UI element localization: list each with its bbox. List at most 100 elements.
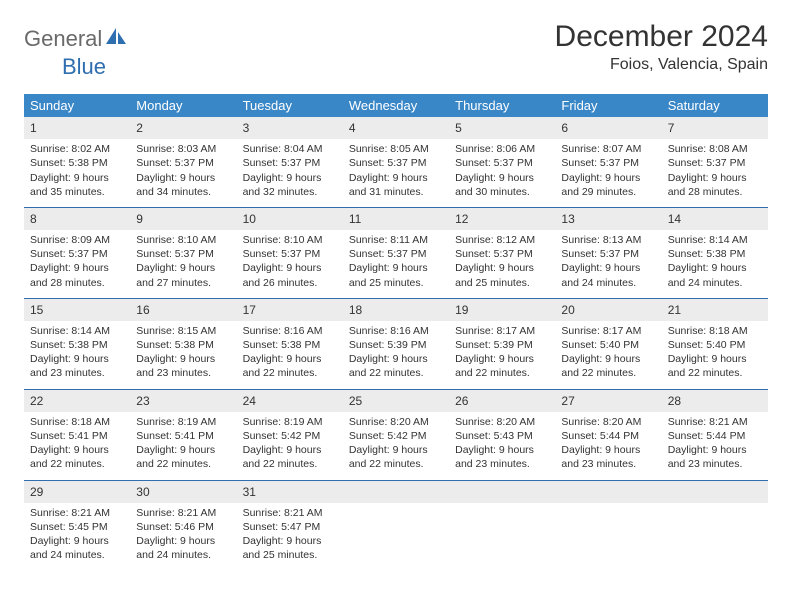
calendar-cell xyxy=(449,480,555,570)
day-number: 15 xyxy=(24,299,130,321)
day-content: Sunrise: 8:16 AMSunset: 5:38 PMDaylight:… xyxy=(237,321,343,389)
day-number: 23 xyxy=(130,390,236,412)
calendar-cell: 14Sunrise: 8:14 AMSunset: 5:38 PMDayligh… xyxy=(662,207,768,298)
calendar-cell: 9Sunrise: 8:10 AMSunset: 5:37 PMDaylight… xyxy=(130,207,236,298)
day-number: 25 xyxy=(343,390,449,412)
calendar-cell: 8Sunrise: 8:09 AMSunset: 5:37 PMDaylight… xyxy=(24,207,130,298)
day-number: 16 xyxy=(130,299,236,321)
day-number: 27 xyxy=(555,390,661,412)
day-number: 20 xyxy=(555,299,661,321)
day-number: 9 xyxy=(130,208,236,230)
calendar-table: Sunday Monday Tuesday Wednesday Thursday… xyxy=(24,94,768,570)
calendar-cell: 7Sunrise: 8:08 AMSunset: 5:37 PMDaylight… xyxy=(662,117,768,207)
day-number: 5 xyxy=(449,117,555,139)
day-content: Sunrise: 8:14 AMSunset: 5:38 PMDaylight:… xyxy=(24,321,130,389)
day-content: Sunrise: 8:19 AMSunset: 5:42 PMDaylight:… xyxy=(237,412,343,480)
day-content: Sunrise: 8:07 AMSunset: 5:37 PMDaylight:… xyxy=(555,139,661,207)
calendar-cell: 30Sunrise: 8:21 AMSunset: 5:46 PMDayligh… xyxy=(130,480,236,570)
calendar-cell: 15Sunrise: 8:14 AMSunset: 5:38 PMDayligh… xyxy=(24,298,130,389)
day-number: 2 xyxy=(130,117,236,139)
calendar-week-row: 1Sunrise: 8:02 AMSunset: 5:38 PMDaylight… xyxy=(24,117,768,207)
calendar-cell: 24Sunrise: 8:19 AMSunset: 5:42 PMDayligh… xyxy=(237,389,343,480)
day-number: 29 xyxy=(24,481,130,503)
calendar-week-row: 29Sunrise: 8:21 AMSunset: 5:45 PMDayligh… xyxy=(24,480,768,570)
day-content: Sunrise: 8:02 AMSunset: 5:38 PMDaylight:… xyxy=(24,139,130,207)
day-content: Sunrise: 8:10 AMSunset: 5:37 PMDaylight:… xyxy=(237,230,343,298)
day-content: Sunrise: 8:16 AMSunset: 5:39 PMDaylight:… xyxy=(343,321,449,389)
logo: General xyxy=(24,26,130,52)
calendar-cell: 25Sunrise: 8:20 AMSunset: 5:42 PMDayligh… xyxy=(343,389,449,480)
logo-text-blue: Blue xyxy=(62,54,106,79)
day-number: 3 xyxy=(237,117,343,139)
day-content: Sunrise: 8:18 AMSunset: 5:40 PMDaylight:… xyxy=(662,321,768,389)
calendar-cell: 27Sunrise: 8:20 AMSunset: 5:44 PMDayligh… xyxy=(555,389,661,480)
day-content: Sunrise: 8:10 AMSunset: 5:37 PMDaylight:… xyxy=(130,230,236,298)
day-content: Sunrise: 8:13 AMSunset: 5:37 PMDaylight:… xyxy=(555,230,661,298)
day-content: Sunrise: 8:21 AMSunset: 5:44 PMDaylight:… xyxy=(662,412,768,480)
calendar-cell: 12Sunrise: 8:12 AMSunset: 5:37 PMDayligh… xyxy=(449,207,555,298)
calendar-week-row: 22Sunrise: 8:18 AMSunset: 5:41 PMDayligh… xyxy=(24,389,768,480)
weekday-header: Sunday xyxy=(24,94,130,117)
day-content: Sunrise: 8:06 AMSunset: 5:37 PMDaylight:… xyxy=(449,139,555,207)
calendar-cell: 3Sunrise: 8:04 AMSunset: 5:37 PMDaylight… xyxy=(237,117,343,207)
day-content: Sunrise: 8:14 AMSunset: 5:38 PMDaylight:… xyxy=(662,230,768,298)
day-content: Sunrise: 8:03 AMSunset: 5:37 PMDaylight:… xyxy=(130,139,236,207)
day-content: Sunrise: 8:20 AMSunset: 5:44 PMDaylight:… xyxy=(555,412,661,480)
calendar-cell xyxy=(555,480,661,570)
day-number: 24 xyxy=(237,390,343,412)
calendar-cell: 10Sunrise: 8:10 AMSunset: 5:37 PMDayligh… xyxy=(237,207,343,298)
day-number: 30 xyxy=(130,481,236,503)
day-content: Sunrise: 8:20 AMSunset: 5:42 PMDaylight:… xyxy=(343,412,449,480)
month-title: December 2024 xyxy=(555,20,768,54)
calendar-cell: 1Sunrise: 8:02 AMSunset: 5:38 PMDaylight… xyxy=(24,117,130,207)
day-number: 10 xyxy=(237,208,343,230)
weekday-header-row: Sunday Monday Tuesday Wednesday Thursday… xyxy=(24,94,768,117)
day-content: Sunrise: 8:18 AMSunset: 5:41 PMDaylight:… xyxy=(24,412,130,480)
day-content: Sunrise: 8:17 AMSunset: 5:39 PMDaylight:… xyxy=(449,321,555,389)
day-content: Sunrise: 8:08 AMSunset: 5:37 PMDaylight:… xyxy=(662,139,768,207)
calendar-cell: 5Sunrise: 8:06 AMSunset: 5:37 PMDaylight… xyxy=(449,117,555,207)
day-number: 22 xyxy=(24,390,130,412)
day-number: 7 xyxy=(662,117,768,139)
calendar-cell: 21Sunrise: 8:18 AMSunset: 5:40 PMDayligh… xyxy=(662,298,768,389)
day-content: Sunrise: 8:12 AMSunset: 5:37 PMDaylight:… xyxy=(449,230,555,298)
day-content: Sunrise: 8:15 AMSunset: 5:38 PMDaylight:… xyxy=(130,321,236,389)
day-number: 4 xyxy=(343,117,449,139)
calendar-week-row: 8Sunrise: 8:09 AMSunset: 5:37 PMDaylight… xyxy=(24,207,768,298)
calendar-cell: 26Sunrise: 8:20 AMSunset: 5:43 PMDayligh… xyxy=(449,389,555,480)
weekday-header: Friday xyxy=(555,94,661,117)
weekday-header: Tuesday xyxy=(237,94,343,117)
day-number: 12 xyxy=(449,208,555,230)
day-number: 6 xyxy=(555,117,661,139)
calendar-cell: 18Sunrise: 8:16 AMSunset: 5:39 PMDayligh… xyxy=(343,298,449,389)
calendar-cell: 16Sunrise: 8:15 AMSunset: 5:38 PMDayligh… xyxy=(130,298,236,389)
day-number: 19 xyxy=(449,299,555,321)
day-number: 11 xyxy=(343,208,449,230)
calendar-cell: 22Sunrise: 8:18 AMSunset: 5:41 PMDayligh… xyxy=(24,389,130,480)
day-number: 14 xyxy=(662,208,768,230)
calendar-cell: 6Sunrise: 8:07 AMSunset: 5:37 PMDaylight… xyxy=(555,117,661,207)
day-content: Sunrise: 8:04 AMSunset: 5:37 PMDaylight:… xyxy=(237,139,343,207)
day-number: 21 xyxy=(662,299,768,321)
logo-text-general: General xyxy=(24,26,102,52)
calendar-cell: 23Sunrise: 8:19 AMSunset: 5:41 PMDayligh… xyxy=(130,389,236,480)
day-content: Sunrise: 8:09 AMSunset: 5:37 PMDaylight:… xyxy=(24,230,130,298)
day-number: 28 xyxy=(662,390,768,412)
day-content: Sunrise: 8:21 AMSunset: 5:46 PMDaylight:… xyxy=(130,503,236,571)
day-number: 31 xyxy=(237,481,343,503)
calendar-cell: 13Sunrise: 8:13 AMSunset: 5:37 PMDayligh… xyxy=(555,207,661,298)
calendar-cell: 17Sunrise: 8:16 AMSunset: 5:38 PMDayligh… xyxy=(237,298,343,389)
calendar-cell xyxy=(662,480,768,570)
weekday-header: Thursday xyxy=(449,94,555,117)
calendar-cell: 2Sunrise: 8:03 AMSunset: 5:37 PMDaylight… xyxy=(130,117,236,207)
day-number: 13 xyxy=(555,208,661,230)
weekday-header: Monday xyxy=(130,94,236,117)
calendar-cell xyxy=(343,480,449,570)
logo-sail-icon xyxy=(106,28,128,51)
calendar-cell: 11Sunrise: 8:11 AMSunset: 5:37 PMDayligh… xyxy=(343,207,449,298)
calendar-cell: 31Sunrise: 8:21 AMSunset: 5:47 PMDayligh… xyxy=(237,480,343,570)
day-content: Sunrise: 8:11 AMSunset: 5:37 PMDaylight:… xyxy=(343,230,449,298)
calendar-cell: 19Sunrise: 8:17 AMSunset: 5:39 PMDayligh… xyxy=(449,298,555,389)
calendar-cell: 29Sunrise: 8:21 AMSunset: 5:45 PMDayligh… xyxy=(24,480,130,570)
day-content: Sunrise: 8:17 AMSunset: 5:40 PMDaylight:… xyxy=(555,321,661,389)
